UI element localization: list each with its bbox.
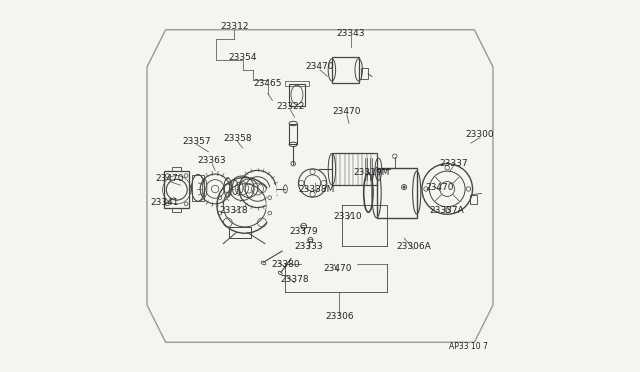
Text: 23306A: 23306A bbox=[396, 242, 431, 251]
Bar bbox=[301, 225, 306, 227]
Bar bbox=[332, 57, 358, 83]
Bar bbox=[285, 81, 309, 86]
Circle shape bbox=[403, 186, 405, 188]
Text: 23337: 23337 bbox=[439, 159, 467, 168]
Text: 23470: 23470 bbox=[426, 183, 454, 192]
Bar bbox=[164, 171, 189, 208]
Bar bbox=[289, 84, 305, 106]
Text: 23341: 23341 bbox=[150, 198, 179, 207]
Text: 23338M: 23338M bbox=[298, 185, 335, 194]
Text: 23378: 23378 bbox=[280, 275, 309, 284]
Text: 23358: 23358 bbox=[223, 134, 252, 143]
Text: 23333: 23333 bbox=[294, 242, 323, 251]
Bar bbox=[172, 167, 181, 171]
Bar bbox=[332, 153, 376, 185]
Text: 23310: 23310 bbox=[333, 212, 362, 221]
Text: 23318: 23318 bbox=[220, 206, 248, 215]
Text: 23380: 23380 bbox=[271, 260, 300, 269]
Polygon shape bbox=[266, 185, 276, 226]
Bar bbox=[229, 227, 251, 238]
Bar bbox=[289, 124, 298, 144]
Text: 23379: 23379 bbox=[289, 227, 318, 236]
Text: 23343: 23343 bbox=[336, 29, 365, 38]
Text: 23337A: 23337A bbox=[429, 206, 464, 215]
Text: 23363: 23363 bbox=[198, 156, 227, 165]
Text: 23322: 23322 bbox=[276, 102, 305, 110]
Text: 23312: 23312 bbox=[220, 22, 249, 31]
Text: AP33 10 7: AP33 10 7 bbox=[449, 342, 488, 351]
Text: 23470: 23470 bbox=[333, 107, 361, 116]
Bar bbox=[308, 239, 312, 241]
Text: 23306: 23306 bbox=[325, 312, 354, 321]
Text: 23300: 23300 bbox=[466, 130, 494, 139]
Text: 23470: 23470 bbox=[156, 174, 184, 183]
Text: 23319M: 23319M bbox=[353, 169, 390, 177]
Text: 23357: 23357 bbox=[182, 137, 211, 146]
Bar bbox=[193, 175, 204, 201]
Bar bbox=[362, 68, 368, 79]
Text: 23354: 23354 bbox=[228, 53, 257, 62]
Text: 23470: 23470 bbox=[324, 264, 352, 273]
Bar bbox=[172, 208, 181, 212]
Bar bbox=[470, 195, 477, 204]
Bar bbox=[376, 167, 417, 218]
Text: 23470: 23470 bbox=[306, 62, 334, 71]
Text: 23465: 23465 bbox=[253, 79, 282, 88]
